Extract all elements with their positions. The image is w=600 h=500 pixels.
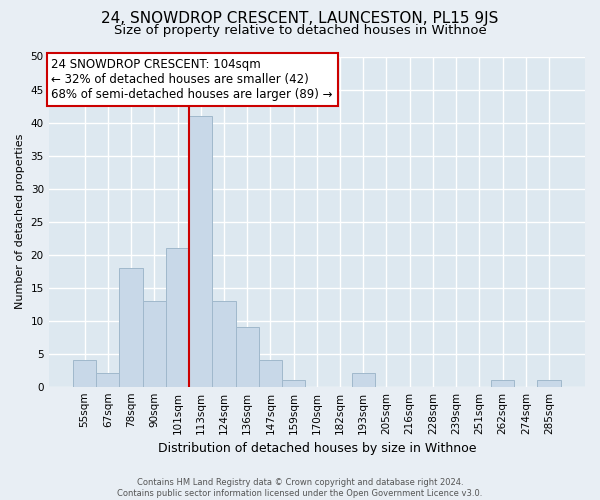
Bar [73,360,96,386]
Bar [96,374,119,386]
X-axis label: Distribution of detached houses by size in Withnoe: Distribution of detached houses by size … [158,442,476,455]
Bar [282,380,305,386]
Bar [212,301,236,386]
Bar [189,116,212,386]
Bar [491,380,514,386]
Y-axis label: Number of detached properties: Number of detached properties [15,134,25,310]
Bar [236,327,259,386]
Text: Size of property relative to detached houses in Withnoe: Size of property relative to detached ho… [113,24,487,37]
Bar [119,268,143,386]
Text: 24, SNOWDROP CRESCENT, LAUNCESTON, PL15 9JS: 24, SNOWDROP CRESCENT, LAUNCESTON, PL15 … [101,11,499,26]
Text: 24 SNOWDROP CRESCENT: 104sqm
← 32% of detached houses are smaller (42)
68% of se: 24 SNOWDROP CRESCENT: 104sqm ← 32% of de… [52,58,333,101]
Bar [259,360,282,386]
Bar [352,374,375,386]
Bar [166,248,189,386]
Text: Contains HM Land Registry data © Crown copyright and database right 2024.
Contai: Contains HM Land Registry data © Crown c… [118,478,482,498]
Bar [143,301,166,386]
Bar [538,380,560,386]
